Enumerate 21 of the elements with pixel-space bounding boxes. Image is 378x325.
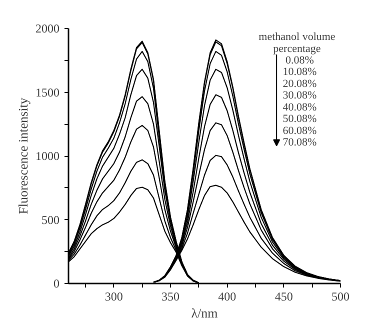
y-tick-label: 2000 bbox=[36, 22, 60, 36]
text: 40.08% bbox=[282, 101, 317, 114]
text: 20.08% bbox=[282, 78, 317, 90]
x-tick-label: 300 bbox=[104, 290, 123, 304]
y-tick-label: 500 bbox=[42, 212, 60, 227]
x-axis-title: λ/nm bbox=[191, 306, 218, 320]
legend-title: methanol volume percentage bbox=[258, 31, 336, 55]
text: 30.08% bbox=[282, 90, 317, 102]
y-tick-label: 1500 bbox=[36, 85, 60, 100]
text: 60.08% bbox=[282, 124, 317, 137]
text: 50.08% bbox=[282, 113, 317, 126]
y-tick-label: 1000 bbox=[36, 149, 60, 163]
legend-label: 70.08% bbox=[282, 136, 317, 149]
x-tick-label: 500 bbox=[332, 290, 350, 304]
x-tick-label: 350 bbox=[162, 290, 180, 304]
text: 10.08% bbox=[282, 66, 317, 78]
x-tick-label: 450 bbox=[274, 290, 293, 304]
y-tick-label: 0 bbox=[54, 276, 60, 290]
y-axis-title: Fluorescence intensity bbox=[16, 97, 30, 214]
text: 0.08% bbox=[285, 54, 314, 67]
x-tick-label: 400 bbox=[218, 290, 236, 304]
